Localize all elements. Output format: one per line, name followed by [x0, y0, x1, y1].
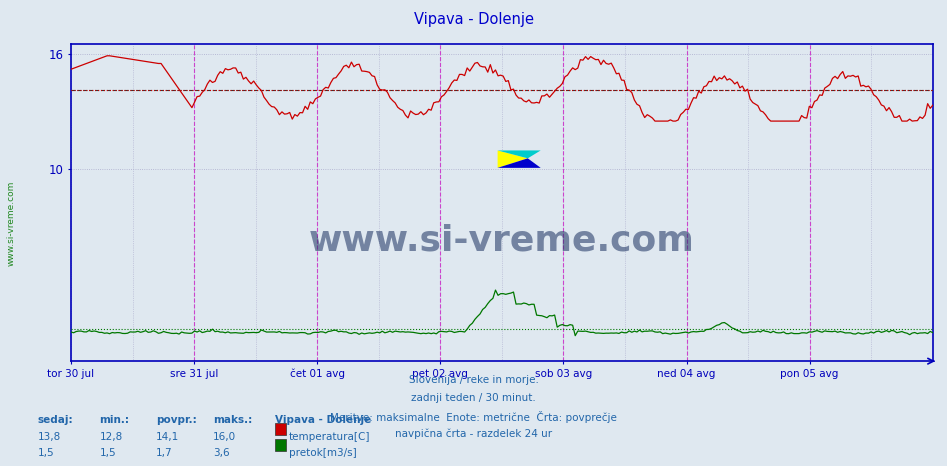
Text: zadnji teden / 30 minut.: zadnji teden / 30 minut. [411, 393, 536, 403]
Text: 3,6: 3,6 [213, 448, 230, 458]
Text: sedaj:: sedaj: [38, 415, 74, 425]
Text: 1,7: 1,7 [156, 448, 173, 458]
Text: Vipava - Dolenje: Vipava - Dolenje [275, 415, 371, 425]
Text: Slovenija / reke in morje.: Slovenija / reke in morje. [408, 375, 539, 385]
Text: maks.:: maks.: [213, 415, 252, 425]
Polygon shape [497, 151, 541, 158]
Polygon shape [497, 151, 527, 168]
Text: www.si-vreme.com: www.si-vreme.com [309, 224, 695, 258]
Text: navpična črta - razdelek 24 ur: navpična črta - razdelek 24 ur [395, 428, 552, 439]
Polygon shape [497, 158, 541, 168]
Text: www.si-vreme.com: www.si-vreme.com [7, 181, 16, 267]
Text: temperatura[C]: temperatura[C] [289, 432, 370, 442]
Text: 1,5: 1,5 [38, 448, 55, 458]
Text: 1,5: 1,5 [99, 448, 116, 458]
Text: 13,8: 13,8 [38, 432, 62, 442]
Text: 16,0: 16,0 [213, 432, 236, 442]
Text: Meritve: maksimalne  Enote: metrične  Črta: povprečje: Meritve: maksimalne Enote: metrične Črta… [331, 411, 616, 423]
Text: 14,1: 14,1 [156, 432, 180, 442]
Text: min.:: min.: [99, 415, 130, 425]
Text: povpr.:: povpr.: [156, 415, 197, 425]
Text: 12,8: 12,8 [99, 432, 123, 442]
Text: pretok[m3/s]: pretok[m3/s] [289, 448, 357, 458]
Text: Vipava - Dolenje: Vipava - Dolenje [414, 12, 533, 27]
